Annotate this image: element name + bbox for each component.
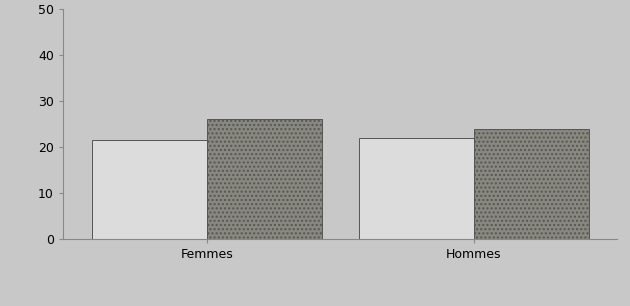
Bar [92, 140, 207, 239]
Bar [358, 138, 474, 239]
Bar [207, 119, 322, 239]
Bar [474, 129, 588, 239]
